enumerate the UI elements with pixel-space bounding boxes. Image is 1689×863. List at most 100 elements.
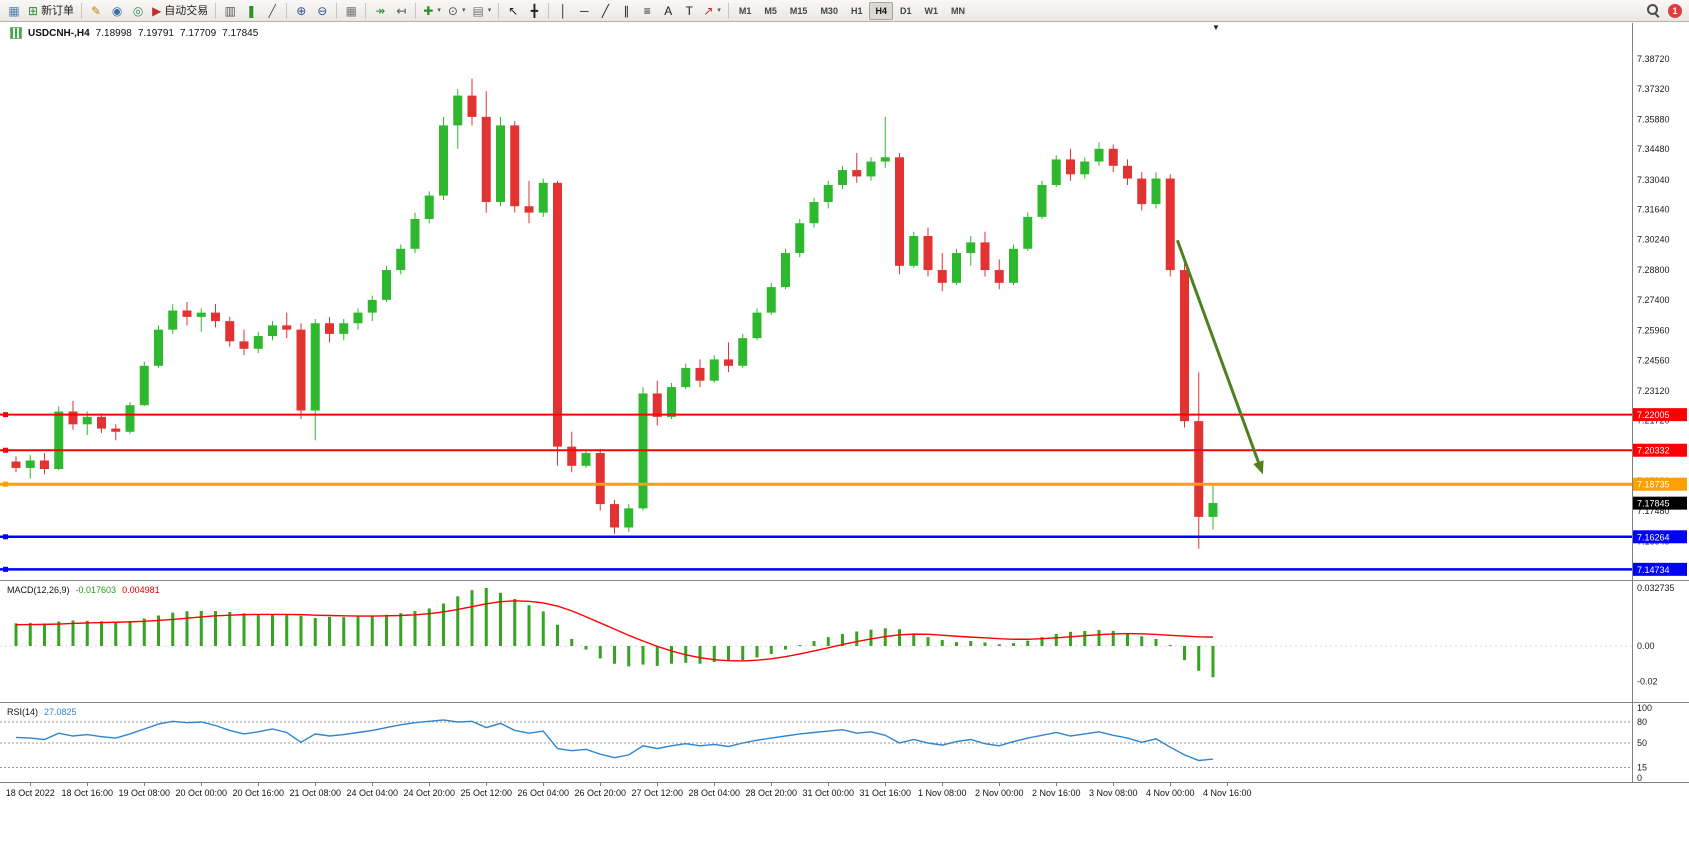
candle-body xyxy=(895,157,904,266)
periods-button[interactable]: ⊙ ▾ xyxy=(445,1,469,21)
timeframe-m30-button[interactable]: M30 xyxy=(814,2,844,20)
candle-body xyxy=(966,242,976,254)
timeframe-m5-button[interactable]: M5 xyxy=(758,2,783,20)
price-badge-label: 7.17845 xyxy=(1637,499,1670,509)
trendline-icon: ╱ xyxy=(601,3,609,18)
label-button[interactable]: T xyxy=(679,1,699,21)
ohlc-high: 7.19791 xyxy=(137,27,174,39)
arrows-button[interactable]: ↗ ▾ xyxy=(700,1,724,21)
new-order-button[interactable]: ⊞ 新订单 xyxy=(25,1,77,21)
trend-arrow[interactable] xyxy=(1175,239,1262,467)
time-axis-label: 31 Oct 16:00 xyxy=(859,788,912,798)
trend-arrow-head[interactable] xyxy=(1253,460,1264,475)
macd-histogram-bar xyxy=(641,646,645,665)
candle-body xyxy=(125,405,135,432)
chart-shift-button[interactable]: ↤ xyxy=(391,1,411,21)
templates-button[interactable]: ▤ ▾ xyxy=(469,1,494,21)
chart-shift-marker[interactable]: ▼ xyxy=(1212,23,1220,32)
new-chart-button[interactable]: ▦ xyxy=(4,1,24,21)
timeframe-mn-button[interactable]: MN xyxy=(945,2,971,20)
rsi-pane[interactable]: 100 80 50 150 xyxy=(0,702,1689,782)
crosshair-button[interactable]: ╋ xyxy=(524,1,544,21)
indicators-button[interactable]: ✚ ▾ xyxy=(420,1,444,21)
macd-histogram-bar xyxy=(142,618,146,646)
timeframe-h1-button[interactable]: H1 xyxy=(845,2,869,20)
candle-body xyxy=(1023,216,1033,249)
timeframe-m15-button[interactable]: M15 xyxy=(784,2,814,20)
macd-histogram-bar xyxy=(185,611,189,646)
autotrading-button[interactable]: ▶ 自动交易 xyxy=(149,1,211,21)
candle-body xyxy=(410,219,420,249)
price-badge-label: 7.16264 xyxy=(1637,532,1670,542)
search-icon[interactable] xyxy=(1646,3,1661,18)
bar-chart-button[interactable]: ▥ xyxy=(220,1,240,21)
dropdown-caret-icon: ▾ xyxy=(487,6,492,14)
macd-histogram-bar xyxy=(342,617,346,646)
line-anchor-marker[interactable] xyxy=(3,481,8,487)
macd-histogram-bar xyxy=(741,646,745,661)
cursor-button[interactable]: ↖ xyxy=(503,1,523,21)
candle-body xyxy=(524,206,534,213)
auto-scroll-button[interactable]: ↠ xyxy=(370,1,390,21)
macd-histogram-bar xyxy=(1140,636,1144,646)
zoom-in-button[interactable]: ⊕ xyxy=(291,1,311,21)
market-watch-button[interactable]: ◉ xyxy=(107,1,127,21)
timeframe-w1-button[interactable]: W1 xyxy=(919,2,945,20)
time-axis[interactable]: 18 Oct 2022 18 Oct 16:00 19 Oct 08:00 20 Oc… xyxy=(0,782,1689,863)
toolbar-buttons: ▦ ⊞ 新订单 ✎ ◉ ◎ ▶ 自动交易 ▥ ❚ ╱ ⊕ ⊖ ▦ ↠ ↤ ✚ ▾ ⊙ ▾ ▤ ▾ ↖ ╋ │ ─ ╱ ∥ ≡ A T ↗ ▾ xyxy=(4,1,732,21)
candle-body xyxy=(211,312,220,322)
time-tick xyxy=(87,783,89,786)
macd-histogram-bar xyxy=(484,588,488,646)
macd-pane[interactable]: 0.032735 0.00 -0.02 xyxy=(0,580,1689,702)
metaeditor-button[interactable]: ✎ xyxy=(86,1,106,21)
macd-histogram-bar xyxy=(1040,637,1044,646)
macd-histogram-bar xyxy=(712,646,716,662)
timeframe-h4-button[interactable]: H4 xyxy=(869,1,893,20)
horizontal-line-button[interactable]: ─ xyxy=(574,1,594,21)
candle-body xyxy=(453,95,463,126)
trendline-button[interactable]: ╱ xyxy=(595,1,615,21)
toolbar-separator xyxy=(548,2,550,19)
text-button[interactable]: A xyxy=(658,1,678,21)
price-axis-label: 7.28800 xyxy=(1637,265,1670,275)
toolbar: ▦ ⊞ 新订单 ✎ ◉ ◎ ▶ 自动交易 ▥ ❚ ╱ ⊕ ⊖ ▦ ↠ ↤ ✚ ▾ ⊙ ▾ ▤ ▾ ↖ ╋ │ ─ ╱ ∥ ≡ A T ↗ ▾ M… xyxy=(0,0,1689,22)
notification-badge[interactable]: 1 xyxy=(1668,3,1682,18)
macd-histogram-bar xyxy=(285,614,289,646)
chart-icon xyxy=(10,27,22,39)
candle-body xyxy=(1123,165,1132,179)
price-chart[interactable]: 7.38720 7.37320 7.35880 7.34480 7.33040 7.316… xyxy=(0,23,1689,580)
time-tick xyxy=(657,783,659,786)
candle-body xyxy=(937,270,947,283)
timeframe-d1-button[interactable]: D1 xyxy=(894,2,918,20)
zoom-out-button[interactable]: ⊖ xyxy=(312,1,332,21)
line-anchor-marker[interactable] xyxy=(3,412,8,418)
new-chart-icon: ▦ xyxy=(8,3,20,18)
text-icon: A xyxy=(664,3,673,18)
navigator-button[interactable]: ◎ xyxy=(128,1,148,21)
toolbar-right: 1 xyxy=(1646,3,1685,18)
time-axis-label: 28 Oct 04:00 xyxy=(688,788,741,798)
candle-body xyxy=(225,321,235,342)
candle-body xyxy=(481,116,491,202)
channel-button[interactable]: ∥ xyxy=(616,1,636,21)
candle-body xyxy=(339,323,349,334)
line-anchor-marker[interactable] xyxy=(3,447,8,453)
candlestick-chart-button[interactable]: ❚ xyxy=(241,1,261,21)
price-axis-label: 7.35880 xyxy=(1637,114,1670,124)
candle-body xyxy=(1009,248,1018,283)
line-anchor-marker[interactable] xyxy=(3,566,8,572)
tile-windows-button[interactable]: ▦ xyxy=(341,1,361,21)
timeframe-m1-button[interactable]: M1 xyxy=(733,2,758,20)
macd-histogram-bar xyxy=(769,646,773,654)
candle-body xyxy=(980,242,990,271)
time-axis-label: 28 Oct 20:00 xyxy=(745,788,798,798)
vertical-line-button[interactable]: │ xyxy=(553,1,573,21)
price-badge-label: 7.14734 xyxy=(1637,565,1670,575)
macd-histogram-bar xyxy=(1026,640,1030,646)
line-anchor-marker[interactable] xyxy=(3,534,8,540)
fibonacci-button[interactable]: ≡ xyxy=(637,1,657,21)
line-chart-button[interactable]: ╱ xyxy=(262,1,282,21)
macd-signal-value: 0.004981 xyxy=(122,585,160,595)
candle-body xyxy=(738,338,748,366)
macd-histogram-bar xyxy=(413,611,417,646)
